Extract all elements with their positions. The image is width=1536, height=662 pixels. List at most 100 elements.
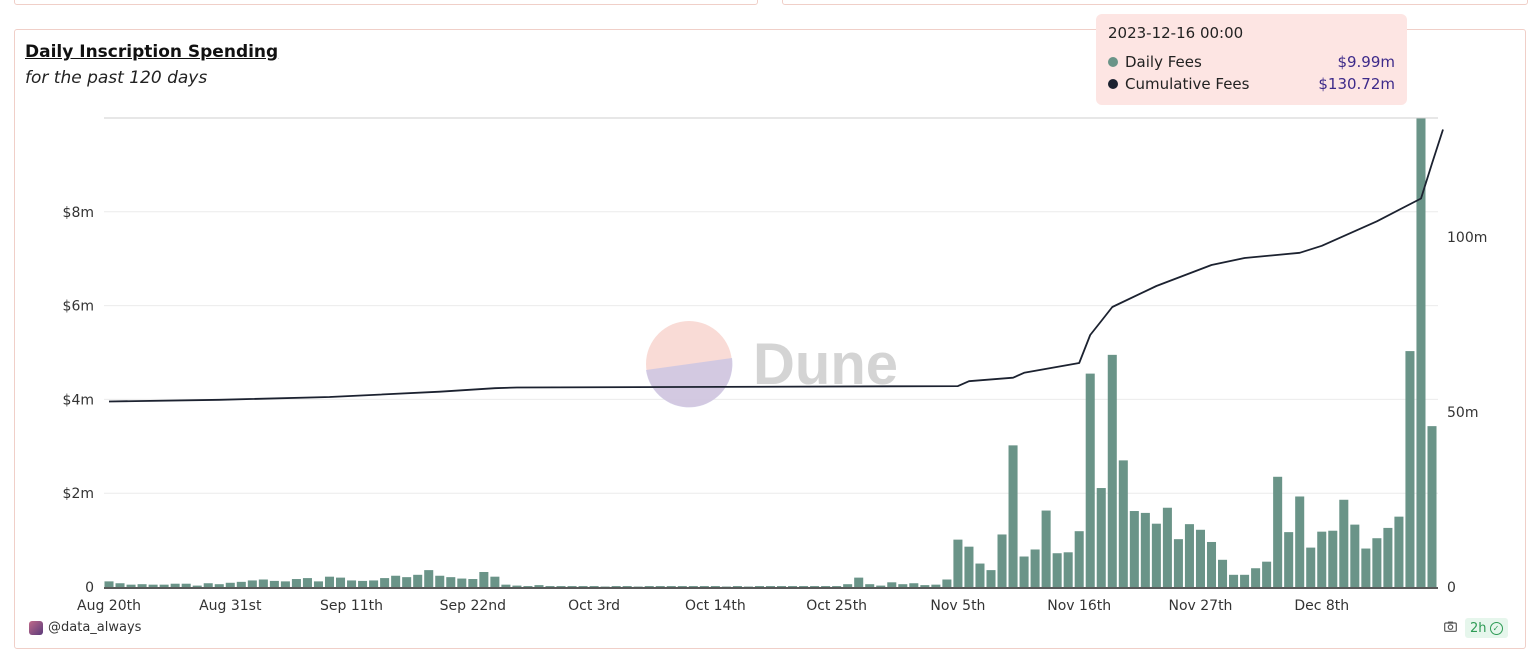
bar	[1162, 507, 1172, 587]
bar	[1173, 539, 1183, 587]
bar	[1427, 426, 1437, 587]
bar	[1151, 523, 1161, 587]
bar	[1063, 552, 1073, 587]
bar	[732, 586, 742, 587]
bar	[1107, 354, 1117, 587]
bar	[1052, 553, 1062, 587]
tooltip-value: $130.72m	[1318, 75, 1395, 93]
bar	[1008, 445, 1018, 587]
y-right-tick-label: 50m	[1447, 405, 1478, 421]
x-tick-label: Aug 20th	[77, 598, 141, 614]
bar	[479, 571, 489, 587]
bar	[490, 576, 500, 587]
bar	[358, 580, 368, 587]
bar	[336, 577, 346, 587]
bar	[843, 584, 853, 587]
x-tick-label: Sep 22nd	[440, 598, 506, 614]
bar	[931, 584, 941, 587]
y-right-tick-label: 0	[1447, 580, 1456, 596]
bar	[545, 586, 555, 587]
bar	[1074, 531, 1084, 587]
bar	[1096, 488, 1106, 587]
bar	[236, 581, 246, 587]
bar	[644, 586, 654, 587]
bar	[247, 580, 257, 587]
y-left-tick-label: $2m	[63, 486, 94, 502]
top-right-card	[782, 0, 1528, 5]
top-left-card	[14, 0, 758, 5]
bar	[754, 586, 764, 587]
bar	[909, 583, 919, 587]
bar	[777, 586, 787, 587]
bar	[799, 586, 809, 587]
chart-title[interactable]: Daily Inscription Spending	[25, 42, 279, 62]
bar	[710, 586, 720, 587]
bar	[1317, 531, 1327, 587]
bar	[1262, 561, 1272, 587]
tooltip-value: $9.99m	[1337, 53, 1395, 71]
bar	[203, 583, 213, 587]
author-handle: @data_always	[48, 620, 142, 635]
bar	[854, 577, 864, 587]
x-tick-label: Aug 31st	[199, 598, 262, 614]
daily-fees-dot-icon	[1108, 57, 1118, 67]
bar	[1295, 496, 1305, 587]
bar	[347, 580, 357, 587]
bar	[832, 586, 842, 587]
bar	[269, 580, 279, 587]
bar	[104, 581, 114, 587]
bar	[148, 584, 158, 587]
bar	[137, 584, 147, 587]
bar	[181, 583, 191, 587]
x-tick-label: Nov 5th	[930, 598, 985, 614]
bar	[589, 586, 599, 587]
tooltip-label: Cumulative Fees	[1125, 75, 1250, 93]
bar	[468, 579, 478, 587]
bar	[280, 581, 290, 587]
chart-tooltip: 2023-12-16 00:00 Daily Fees $9.99m Cumul…	[1096, 14, 1407, 105]
bar	[611, 586, 621, 587]
bar	[578, 586, 588, 587]
x-tick-label: Oct 3rd	[568, 598, 620, 614]
bar	[655, 586, 665, 587]
y-left-tick-label: $4m	[63, 392, 94, 408]
x-tick-label: Nov 27th	[1168, 598, 1232, 614]
bar	[391, 575, 401, 587]
bar	[1019, 556, 1029, 587]
bar	[1251, 568, 1261, 587]
bar	[523, 586, 533, 587]
y-left-tick-label: 0	[85, 580, 94, 596]
bar	[721, 586, 731, 588]
bar	[214, 584, 224, 587]
bar	[1240, 574, 1250, 587]
x-tick-label: Oct 25th	[806, 598, 867, 614]
bar	[688, 586, 698, 587]
bar	[1041, 510, 1051, 587]
cumulative-fees-dot-icon	[1108, 79, 1118, 89]
bar	[975, 563, 985, 587]
bar	[1118, 460, 1128, 587]
bar	[1184, 524, 1194, 587]
bar	[567, 586, 577, 587]
bar	[898, 584, 908, 587]
bar	[435, 575, 445, 587]
bar	[1030, 549, 1040, 587]
author-link[interactable]: @data_always	[29, 620, 141, 635]
bar	[1206, 541, 1217, 587]
bar	[534, 585, 544, 587]
bar	[126, 584, 136, 587]
tooltip-label: Daily Fees	[1125, 53, 1202, 71]
bar	[1350, 524, 1360, 587]
bar	[887, 582, 897, 587]
camera-icon[interactable]	[1444, 621, 1457, 632]
bar	[997, 534, 1007, 587]
y-right-tick-label: 100m	[1447, 230, 1487, 246]
refresh-age-badge[interactable]: 2h ✓	[1465, 618, 1508, 638]
bar	[115, 583, 125, 587]
bar	[1416, 118, 1426, 588]
bar	[765, 586, 776, 587]
bar	[457, 578, 467, 587]
bar	[302, 578, 312, 587]
bar	[920, 585, 930, 587]
